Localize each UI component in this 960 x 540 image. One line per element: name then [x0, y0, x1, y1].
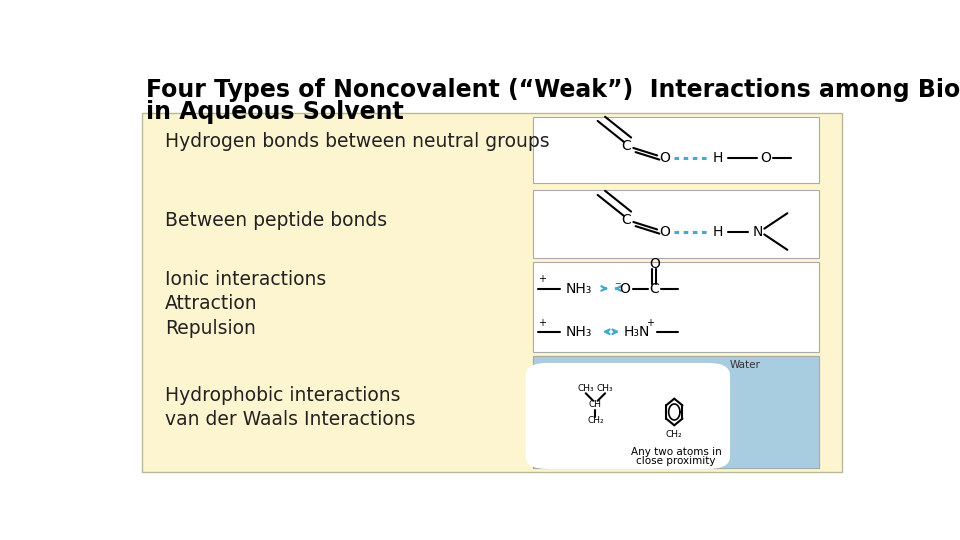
Bar	[533, 262, 820, 352]
Text: CH₂: CH₂	[588, 416, 604, 425]
Text: O: O	[620, 281, 631, 295]
Text: close proximity: close proximity	[636, 456, 716, 465]
Text: in Aqueous Solvent: in Aqueous Solvent	[146, 100, 404, 124]
Text: Repulsion: Repulsion	[165, 319, 255, 338]
Text: NH₃: NH₃	[565, 281, 592, 295]
Text: Hydrogen bonds between neutral groups: Hydrogen bonds between neutral groups	[165, 132, 549, 151]
Text: O: O	[760, 151, 771, 165]
Bar	[533, 356, 820, 468]
Text: CH₃: CH₃	[597, 384, 613, 393]
Text: +: +	[538, 318, 546, 328]
Text: CH₂: CH₂	[666, 430, 683, 439]
Text: C: C	[621, 213, 631, 227]
Text: Hydrophobic interactions: Hydrophobic interactions	[165, 386, 400, 406]
Text: CH: CH	[588, 401, 602, 409]
Text: NH₃: NH₃	[565, 325, 592, 339]
Text: O: O	[660, 151, 670, 165]
Bar	[533, 117, 820, 183]
Text: H₃N: H₃N	[624, 325, 650, 339]
Text: Attraction: Attraction	[165, 294, 257, 313]
Text: +: +	[538, 274, 546, 285]
Text: N: N	[753, 225, 763, 239]
Text: Water: Water	[730, 360, 760, 370]
Text: H: H	[713, 225, 724, 239]
Text: C: C	[649, 281, 660, 295]
Text: van der Waals Interactions: van der Waals Interactions	[165, 410, 415, 429]
Text: H: H	[713, 151, 724, 165]
Text: Four Types of Noncovalent (“Weak”)  Interactions among Biomolecules: Four Types of Noncovalent (“Weak”) Inter…	[146, 78, 960, 102]
FancyBboxPatch shape	[525, 363, 730, 469]
Bar	[533, 190, 820, 258]
Text: Between peptide bonds: Between peptide bonds	[165, 211, 387, 230]
Text: CH₃: CH₃	[577, 384, 594, 393]
Text: ⁻: ⁻	[613, 280, 620, 293]
Text: Ionic interactions: Ionic interactions	[165, 270, 325, 289]
Text: C: C	[621, 139, 631, 153]
Bar	[142, 113, 842, 473]
Text: Any two atoms in: Any two atoms in	[631, 447, 722, 457]
Text: O: O	[660, 225, 670, 239]
Bar	[533, 356, 820, 468]
Text: +: +	[646, 318, 655, 328]
Text: O: O	[649, 256, 660, 271]
